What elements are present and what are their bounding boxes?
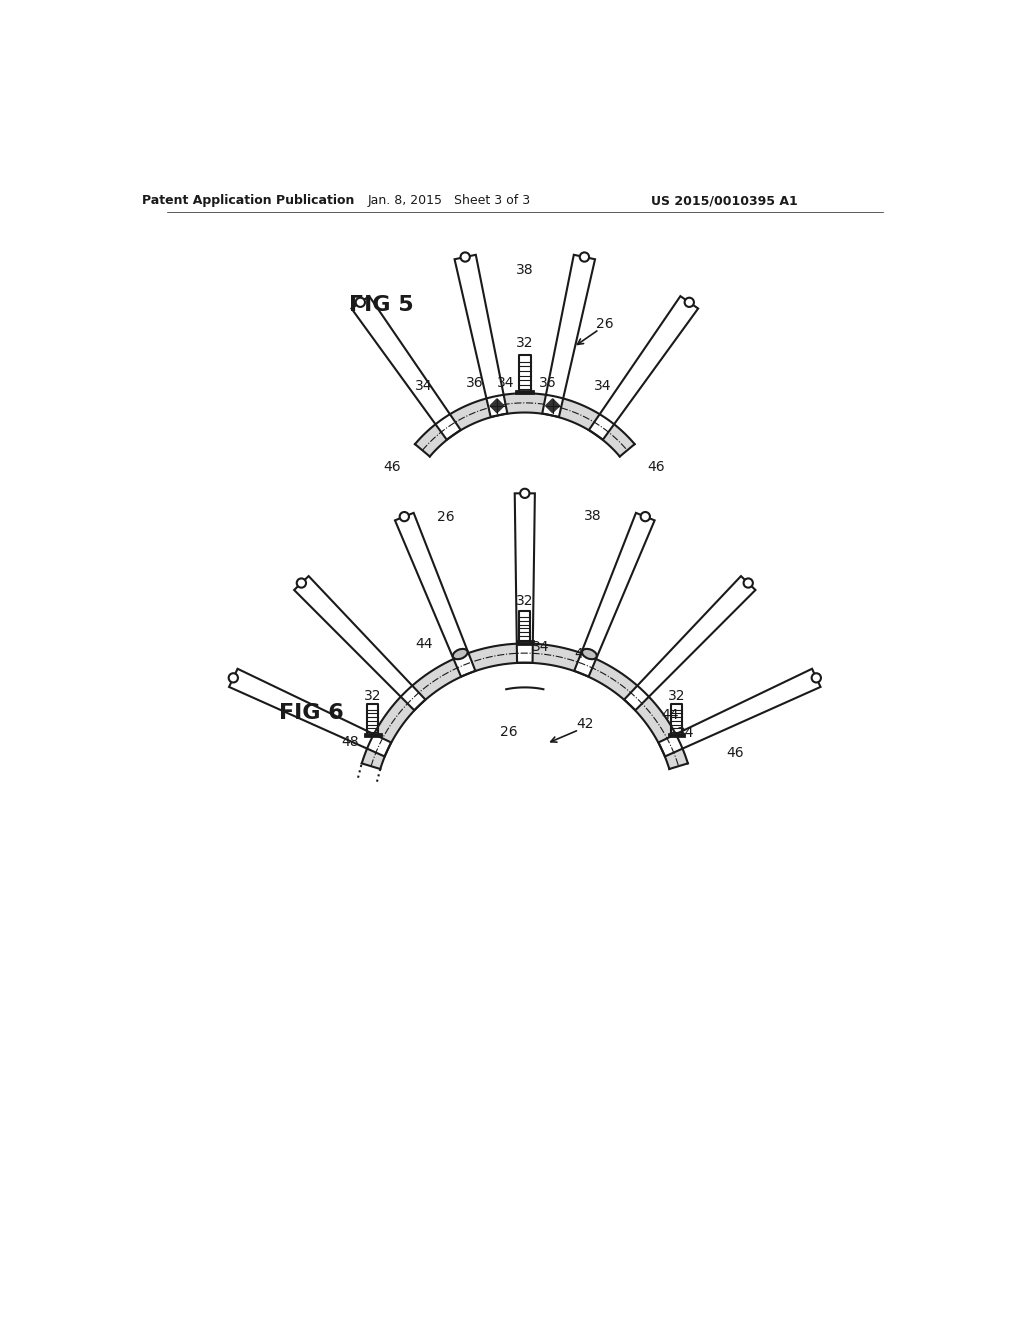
Text: 26: 26 [501, 725, 518, 739]
Circle shape [641, 512, 650, 521]
Circle shape [812, 673, 821, 682]
Polygon shape [658, 669, 820, 756]
Circle shape [355, 298, 365, 308]
Text: 44: 44 [416, 636, 433, 651]
Text: 36: 36 [466, 376, 483, 391]
Text: 36: 36 [540, 376, 557, 391]
Circle shape [399, 512, 409, 521]
Text: 32: 32 [668, 689, 685, 704]
Text: 44: 44 [662, 708, 679, 722]
Polygon shape [415, 393, 635, 457]
Text: 46: 46 [647, 461, 666, 474]
Polygon shape [361, 644, 688, 770]
Text: 42: 42 [577, 717, 594, 731]
Polygon shape [395, 513, 475, 677]
Text: 46: 46 [727, 746, 744, 760]
Text: 34: 34 [497, 376, 514, 391]
Text: 26: 26 [596, 317, 613, 331]
Text: Patent Application Publication: Patent Application Publication [142, 194, 354, 207]
Circle shape [461, 252, 470, 261]
Text: 32: 32 [365, 689, 382, 704]
Text: FIG 6: FIG 6 [280, 702, 344, 723]
Text: 44: 44 [574, 647, 592, 660]
Text: 26: 26 [437, 511, 455, 524]
Polygon shape [515, 494, 535, 663]
Ellipse shape [453, 649, 468, 659]
Polygon shape [589, 296, 698, 440]
Text: 32: 32 [516, 594, 534, 609]
Text: 48: 48 [341, 735, 358, 750]
Circle shape [520, 488, 529, 498]
Polygon shape [490, 399, 504, 413]
Polygon shape [455, 255, 507, 417]
Ellipse shape [582, 649, 597, 659]
Text: Jan. 8, 2015   Sheet 3 of 3: Jan. 8, 2015 Sheet 3 of 3 [368, 194, 531, 207]
Text: US 2015/0010395 A1: US 2015/0010395 A1 [651, 194, 798, 207]
Polygon shape [351, 296, 461, 440]
Text: 34: 34 [531, 640, 549, 655]
Polygon shape [546, 399, 559, 413]
Circle shape [685, 298, 694, 308]
Polygon shape [574, 513, 654, 677]
Polygon shape [625, 576, 756, 710]
Circle shape [228, 673, 238, 682]
Circle shape [580, 252, 589, 261]
Text: 38: 38 [584, 510, 601, 523]
Text: 34: 34 [677, 726, 694, 739]
Text: 46: 46 [383, 461, 400, 474]
Polygon shape [294, 576, 425, 710]
Text: 32: 32 [516, 337, 534, 350]
Text: 38: 38 [516, 263, 534, 277]
Circle shape [743, 578, 753, 587]
Polygon shape [543, 255, 595, 417]
Text: 34: 34 [594, 379, 611, 392]
Polygon shape [229, 669, 391, 756]
Text: 34: 34 [416, 379, 433, 392]
Circle shape [297, 578, 306, 587]
Text: FIG 5: FIG 5 [349, 294, 414, 314]
